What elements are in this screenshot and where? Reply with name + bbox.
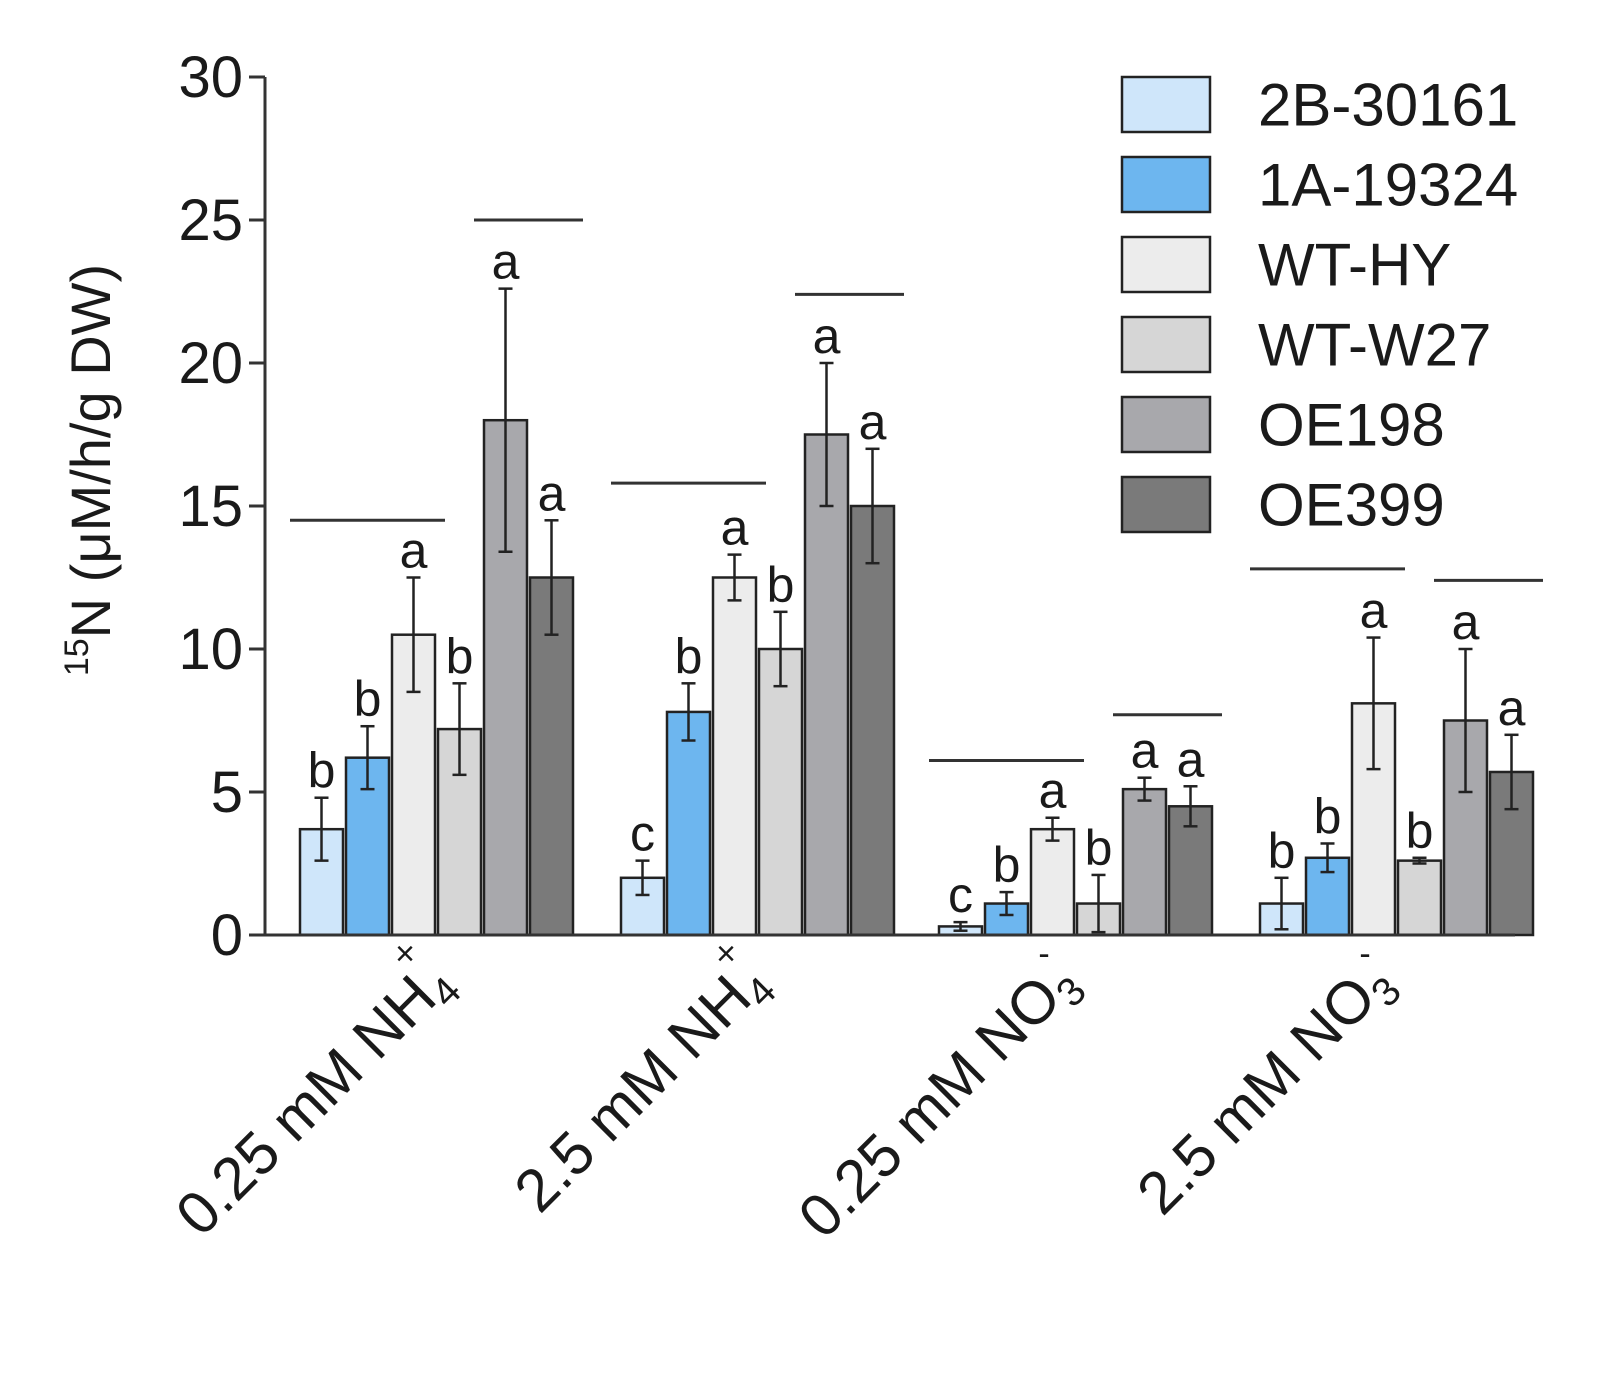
significance-letter: b (675, 628, 703, 684)
x-tick-label: 0.25 mM NH4 (163, 947, 470, 1254)
y-axis-label-superscript: 15 (58, 638, 96, 676)
significance-letter: a (1039, 763, 1067, 819)
significance-letter: b (1314, 788, 1342, 844)
significance-letter: b (1268, 823, 1296, 879)
bar (665, 710, 712, 937)
significance-letter: b (308, 743, 336, 799)
bar (711, 576, 758, 937)
x-tick-label-superscript: × (716, 935, 736, 973)
significance-letter: a (538, 465, 566, 521)
error-bars (314, 287, 1519, 934)
bar (482, 418, 529, 937)
bar (849, 504, 896, 937)
y-tick-label: 0 (211, 903, 243, 968)
significance-letter: a (492, 234, 520, 290)
significance-letter: a (813, 308, 841, 364)
significance-letter: a (721, 500, 749, 556)
bar (344, 756, 391, 937)
significance-letter: a (400, 523, 428, 579)
bars (298, 418, 1535, 937)
bar (1029, 827, 1076, 937)
x-tick-label: 2.5 mM NO3 (1124, 947, 1410, 1233)
bar (1121, 787, 1168, 937)
legend-swatch (1120, 315, 1212, 374)
bar (803, 433, 850, 937)
x-tick-label-text: 0.25 mM NO (786, 963, 1074, 1251)
legend-swatch (1120, 475, 1212, 534)
legend-swatch (1120, 75, 1212, 134)
y-tick-label: 25 (178, 188, 243, 253)
x-axis: 0.25 mM NH4×2.5 mM NH4×0.25 mM NO3-2.5 m… (163, 933, 1515, 1256)
x-tick-label-text: 0.25 mM NH (163, 963, 448, 1248)
legend-label: 1A-19324 (1258, 152, 1518, 219)
y-tick-label: 20 (178, 331, 243, 396)
legend-label: 2B-30161 (1258, 72, 1518, 139)
significance-letter: a (1177, 731, 1205, 787)
y-tick-label: 10 (178, 617, 243, 682)
legend-label: OE198 (1258, 392, 1445, 459)
significance-letter: a (1360, 583, 1388, 639)
significance-letter: a (859, 394, 887, 450)
y-axis-label-main: N (μM/h/g DW) (59, 264, 122, 638)
significance-letter: c (948, 867, 973, 923)
legend-label: OE399 (1258, 472, 1445, 539)
y-axis: 0 5 10 15 20 25 30 (178, 45, 267, 968)
x-tick-label: 0.25 mM NO3 (786, 947, 1095, 1256)
legend-swatch (1120, 235, 1212, 294)
significance-letter: b (993, 837, 1021, 893)
legend: 2B-30161 1A-19324 WT-HY WT-W27 OE198 OE399 (1120, 72, 1518, 539)
significance-letter: b (446, 628, 474, 684)
y-axis-label: 15N (μM/h/g DW) (58, 264, 122, 676)
legend-label: WT-HY (1258, 232, 1451, 299)
y-tick-label: 5 (211, 760, 243, 825)
bar (757, 647, 804, 937)
x-tick-label-superscript: × (395, 935, 415, 973)
significance-letter: b (767, 557, 795, 613)
significance-letter: b (1406, 803, 1434, 859)
significance-letter: b (354, 671, 382, 727)
x-tick-label-superscript: - (1359, 935, 1370, 973)
bar (1396, 859, 1443, 937)
group-lines (290, 218, 1543, 763)
significance-letter: a (1452, 594, 1480, 650)
significance-letter: c (630, 806, 655, 862)
x-tick-label: 2.5 mM NH4 (502, 947, 785, 1230)
legend-swatch (1120, 155, 1212, 214)
x-tick-label-superscript: - (1038, 935, 1049, 973)
x-tick-label-text: 2.5 mM NO (1124, 963, 1388, 1227)
legend-label: WT-W27 (1258, 312, 1491, 379)
significance-letter: b (1085, 820, 1113, 876)
significance-letter: a (1131, 723, 1159, 779)
x-tick-label-text: 2.5 mM NH (502, 963, 764, 1225)
significance-letter: a (1498, 680, 1526, 736)
y-tick-label: 15 (178, 474, 243, 539)
y-tick-label: 30 (178, 45, 243, 110)
legend-swatch (1120, 395, 1212, 454)
